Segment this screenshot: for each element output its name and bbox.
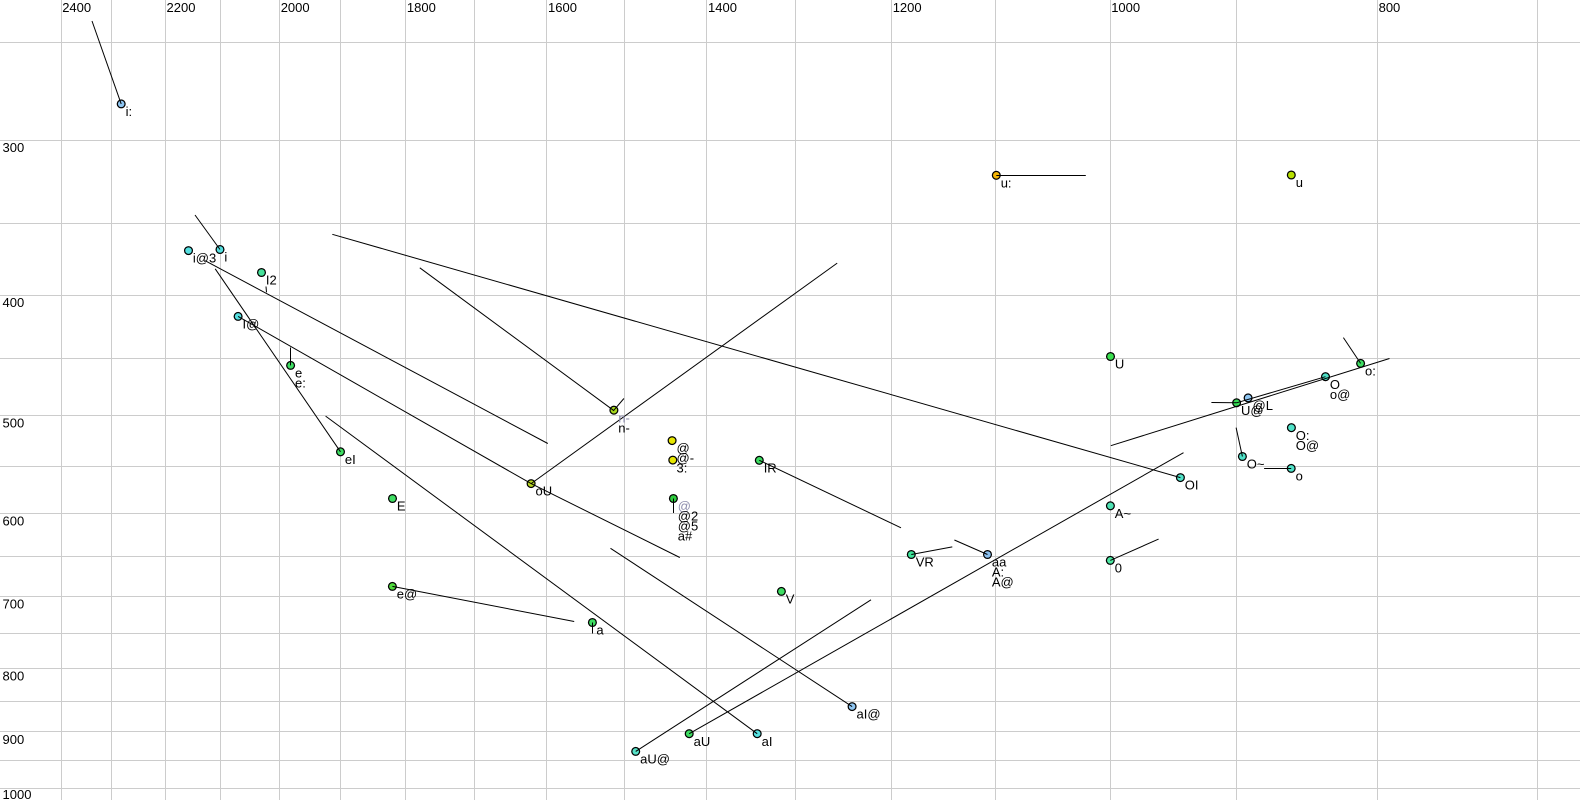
svg-text:A:: A: bbox=[992, 565, 1004, 580]
svg-text:i@3: i@3 bbox=[193, 251, 216, 266]
svg-text:1000: 1000 bbox=[3, 787, 32, 800]
svg-text:I@: I@ bbox=[243, 317, 260, 332]
svg-text:@L: @L bbox=[1253, 398, 1273, 413]
svg-text:A~: A~ bbox=[1115, 506, 1132, 521]
svg-text:a: a bbox=[596, 623, 604, 638]
svg-text:@-: @- bbox=[677, 451, 695, 466]
svg-text:aI: aI bbox=[762, 734, 773, 749]
svg-text:eI: eI bbox=[345, 452, 356, 467]
svg-text:2400: 2400 bbox=[62, 0, 91, 15]
svg-text:aa: aa bbox=[992, 555, 1007, 570]
svg-text:300: 300 bbox=[3, 140, 25, 155]
svg-text:3:: 3: bbox=[677, 461, 688, 476]
svg-text:A@: A@ bbox=[992, 575, 1014, 590]
svg-text:500: 500 bbox=[3, 415, 25, 430]
svg-text:O: O bbox=[1330, 377, 1340, 392]
svg-text:2200: 2200 bbox=[167, 0, 196, 15]
svg-text:U: U bbox=[1115, 357, 1124, 372]
svg-text:aU: aU bbox=[694, 734, 711, 749]
svg-text:i: i bbox=[224, 250, 227, 265]
svg-text:900: 900 bbox=[3, 732, 25, 747]
svg-text:600: 600 bbox=[3, 514, 25, 529]
svg-text:@: @ bbox=[677, 441, 690, 456]
svg-text:700: 700 bbox=[3, 597, 25, 612]
svg-text:aU@: aU@ bbox=[640, 752, 670, 767]
svg-text:n-: n- bbox=[618, 410, 630, 425]
svg-text:VR: VR bbox=[916, 555, 934, 570]
svg-text:O@: O@ bbox=[1296, 438, 1319, 453]
svg-text:@2: @2 bbox=[678, 509, 698, 524]
svg-text:1600: 1600 bbox=[548, 0, 577, 15]
svg-text:n-: n- bbox=[618, 420, 630, 435]
svg-text:400: 400 bbox=[3, 295, 25, 310]
svg-text:OI: OI bbox=[1185, 478, 1199, 493]
svg-text:o: o bbox=[1296, 469, 1303, 484]
svg-text:u: u bbox=[1296, 175, 1303, 190]
svg-text:i:: i: bbox=[126, 104, 133, 119]
svg-text:aI@: aI@ bbox=[857, 707, 881, 722]
svg-text:0: 0 bbox=[1115, 561, 1122, 576]
svg-text:E: E bbox=[397, 499, 406, 514]
svg-text:@: @ bbox=[678, 499, 691, 514]
svg-text:2000: 2000 bbox=[281, 0, 310, 15]
svg-text:O~: O~ bbox=[1247, 457, 1265, 472]
svg-text:1000: 1000 bbox=[1111, 0, 1140, 15]
svg-text:u:: u: bbox=[1001, 175, 1012, 190]
svg-text:800: 800 bbox=[3, 668, 25, 683]
svg-text:1400: 1400 bbox=[708, 0, 737, 15]
svg-text:e: e bbox=[295, 366, 302, 381]
svg-text:800: 800 bbox=[1379, 0, 1401, 15]
svg-text:O:: O: bbox=[1296, 428, 1310, 443]
svg-text:I2: I2 bbox=[266, 273, 277, 288]
svg-text:@5: @5 bbox=[678, 519, 698, 534]
svg-text:o:: o: bbox=[1365, 364, 1376, 379]
svg-text:1200: 1200 bbox=[893, 0, 922, 15]
svg-text:U@: U@ bbox=[1241, 403, 1264, 418]
svg-text:e@: e@ bbox=[397, 587, 417, 602]
svg-text:oU: oU bbox=[536, 484, 553, 499]
svg-text:1800: 1800 bbox=[407, 0, 436, 15]
svg-text:o@: o@ bbox=[1330, 387, 1350, 402]
svg-text:V: V bbox=[786, 592, 795, 607]
svg-text:e:: e: bbox=[295, 376, 306, 391]
svg-text:a#: a# bbox=[678, 529, 693, 544]
svg-text:IR: IR bbox=[764, 460, 777, 475]
